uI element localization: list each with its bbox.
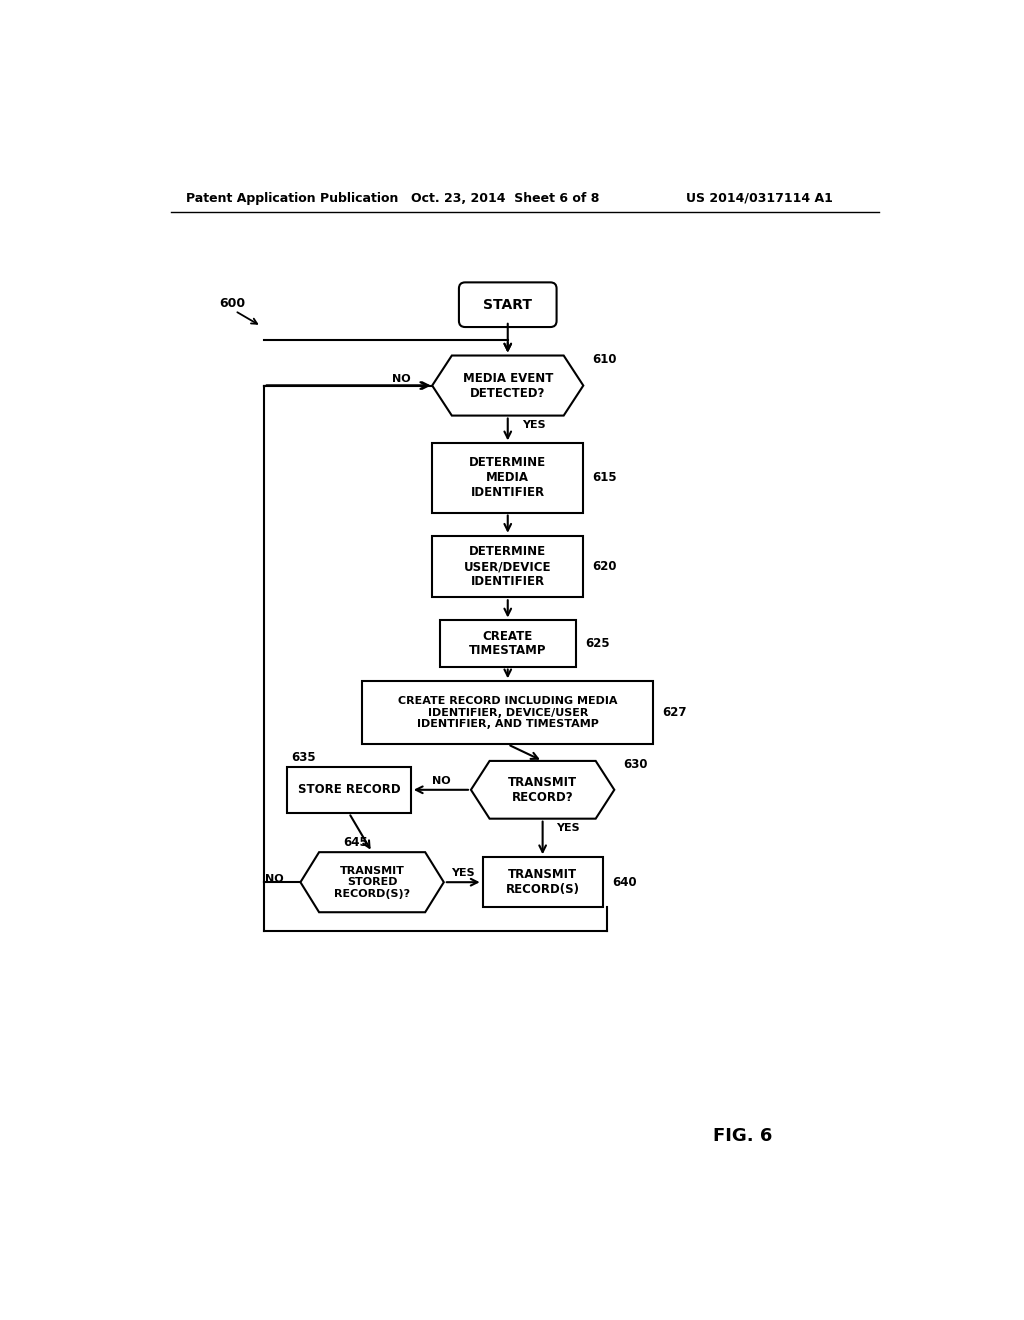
- Text: DETERMINE
MEDIA
IDENTIFIER: DETERMINE MEDIA IDENTIFIER: [469, 457, 547, 499]
- Bar: [432, 536, 584, 598]
- Text: 645: 645: [343, 837, 368, 850]
- Text: CREATE
TIMESTAMP: CREATE TIMESTAMP: [469, 630, 547, 657]
- Text: 635: 635: [291, 751, 315, 764]
- Bar: [482, 857, 603, 907]
- Text: STORE RECORD: STORE RECORD: [298, 783, 400, 796]
- Polygon shape: [432, 355, 584, 416]
- Polygon shape: [471, 760, 614, 818]
- Text: MEDIA EVENT
DETECTED?: MEDIA EVENT DETECTED?: [463, 371, 553, 400]
- Text: 610: 610: [593, 352, 617, 366]
- Text: TRANSMIT
RECORD(S): TRANSMIT RECORD(S): [506, 869, 580, 896]
- Text: NO: NO: [265, 874, 284, 884]
- Text: DETERMINE
USER/DEVICE
IDENTIFIER: DETERMINE USER/DEVICE IDENTIFIER: [464, 545, 552, 587]
- Text: YES: YES: [557, 822, 581, 833]
- Text: 620: 620: [593, 560, 617, 573]
- Text: 627: 627: [663, 706, 687, 719]
- Polygon shape: [300, 853, 443, 912]
- Text: NO: NO: [431, 776, 451, 785]
- Text: 630: 630: [624, 758, 648, 771]
- Bar: [362, 681, 653, 744]
- Bar: [440, 620, 575, 667]
- Text: Patent Application Publication: Patent Application Publication: [186, 191, 398, 205]
- Text: 640: 640: [612, 875, 637, 888]
- Text: 625: 625: [585, 638, 609, 649]
- Text: US 2014/0317114 A1: US 2014/0317114 A1: [686, 191, 833, 205]
- Text: TRANSMIT
STORED
RECORD(S)?: TRANSMIT STORED RECORD(S)?: [334, 866, 411, 899]
- Text: CREATE RECORD INCLUDING MEDIA
IDENTIFIER, DEVICE/USER
IDENTIFIER, AND TIMESTAMP: CREATE RECORD INCLUDING MEDIA IDENTIFIER…: [398, 696, 617, 730]
- Text: YES: YES: [521, 420, 546, 430]
- Text: START: START: [483, 298, 532, 312]
- Text: TRANSMIT
RECORD?: TRANSMIT RECORD?: [508, 776, 578, 804]
- Text: FIG. 6: FIG. 6: [713, 1127, 772, 1146]
- Text: YES: YES: [452, 869, 475, 878]
- Text: NO: NO: [392, 375, 411, 384]
- Bar: [432, 444, 584, 512]
- Text: 615: 615: [593, 471, 617, 484]
- Text: Oct. 23, 2014  Sheet 6 of 8: Oct. 23, 2014 Sheet 6 of 8: [411, 191, 599, 205]
- Text: 600: 600: [219, 297, 246, 310]
- FancyBboxPatch shape: [459, 282, 557, 327]
- Bar: [287, 767, 411, 813]
